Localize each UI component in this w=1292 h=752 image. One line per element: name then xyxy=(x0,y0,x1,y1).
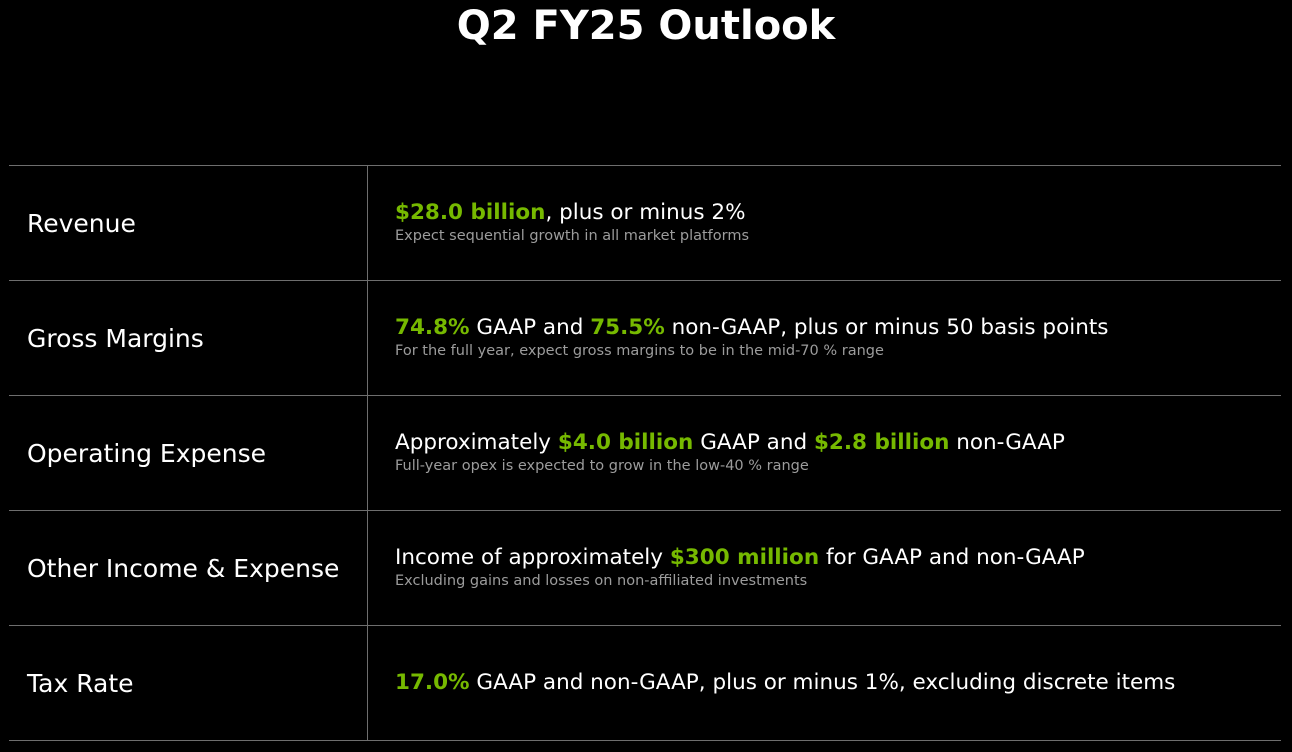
highlight-value: 75.5% xyxy=(590,315,665,340)
text-segment: Income of approximately xyxy=(395,545,670,570)
table-row-revenue: Revenue $28.0 billion, plus or minus 2% … xyxy=(9,166,1281,281)
row-subtext: Expect sequential growth in all market p… xyxy=(395,228,750,244)
row-main-text: 17.0% GAAP and non-GAAP, plus or minus 1… xyxy=(395,670,1275,696)
text-segment: GAAP and xyxy=(469,315,591,340)
table-row-other-income-expense: Other Income & Expense Income of approxi… xyxy=(9,511,1281,626)
highlight-value: 17.0% xyxy=(395,670,470,695)
text-segment: non-GAAP, plus or minus 50 basis points xyxy=(664,315,1109,340)
text-segment: non-GAAP xyxy=(949,430,1065,455)
row-main-text: $28.0 billion, plus or minus 2% xyxy=(395,200,1275,226)
table-row-gross-margins: Gross Margins 74.8% GAAP and 75.5% non-G… xyxy=(9,281,1281,396)
row-main-text: Income of approximately $300 million for… xyxy=(395,545,1275,571)
row-subtext: For the full year, expect gross margins … xyxy=(395,343,884,359)
row-label: Operating Expense xyxy=(9,396,368,510)
table-row-tax-rate: Tax Rate 17.0% GAAP and non-GAAP, plus o… xyxy=(9,626,1281,741)
text-segment: GAAP and xyxy=(693,430,814,455)
row-content: $28.0 billion, plus or minus 2% Expect s… xyxy=(395,166,1275,280)
row-label: Other Income & Expense xyxy=(9,511,368,625)
text-segment: for GAAP and non-GAAP xyxy=(819,545,1085,570)
highlight-value: 74.8% xyxy=(395,315,470,340)
highlight-value: $4.0 billion xyxy=(557,430,694,455)
table-row-operating-expense: Operating Expense Approximately $4.0 bil… xyxy=(9,396,1281,511)
row-content: 17.0% GAAP and non-GAAP, plus or minus 1… xyxy=(395,626,1275,740)
text-segment: , plus or minus 2% xyxy=(545,200,746,225)
row-label: Gross Margins xyxy=(9,281,368,395)
row-content: Income of approximately $300 million for… xyxy=(395,511,1275,625)
row-content: Approximately $4.0 billion GAAP and $2.8… xyxy=(395,396,1275,510)
row-main-text: 74.8% GAAP and 75.5% non-GAAP, plus or m… xyxy=(395,315,1275,341)
row-subtext: Excluding gains and losses on non-affili… xyxy=(395,573,808,589)
highlight-value: $2.8 billion xyxy=(813,430,950,455)
row-label: Tax Rate xyxy=(9,626,368,740)
row-main-text: Approximately $4.0 billion GAAP and $2.8… xyxy=(395,430,1275,456)
page-title: Q2 FY25 Outlook xyxy=(456,3,836,49)
row-label: Revenue xyxy=(9,166,368,280)
text-segment: Approximately xyxy=(395,430,558,455)
highlight-value: $28.0 billion xyxy=(395,200,546,225)
text-segment: GAAP and non-GAAP, plus or minus 1%, exc… xyxy=(469,670,1176,695)
row-subtext: Full-year opex is expected to grow in th… xyxy=(395,458,809,474)
row-content: 74.8% GAAP and 75.5% non-GAAP, plus or m… xyxy=(395,281,1275,395)
outlook-table: Revenue $28.0 billion, plus or minus 2% … xyxy=(9,165,1281,741)
highlight-value: $300 million xyxy=(669,545,820,570)
